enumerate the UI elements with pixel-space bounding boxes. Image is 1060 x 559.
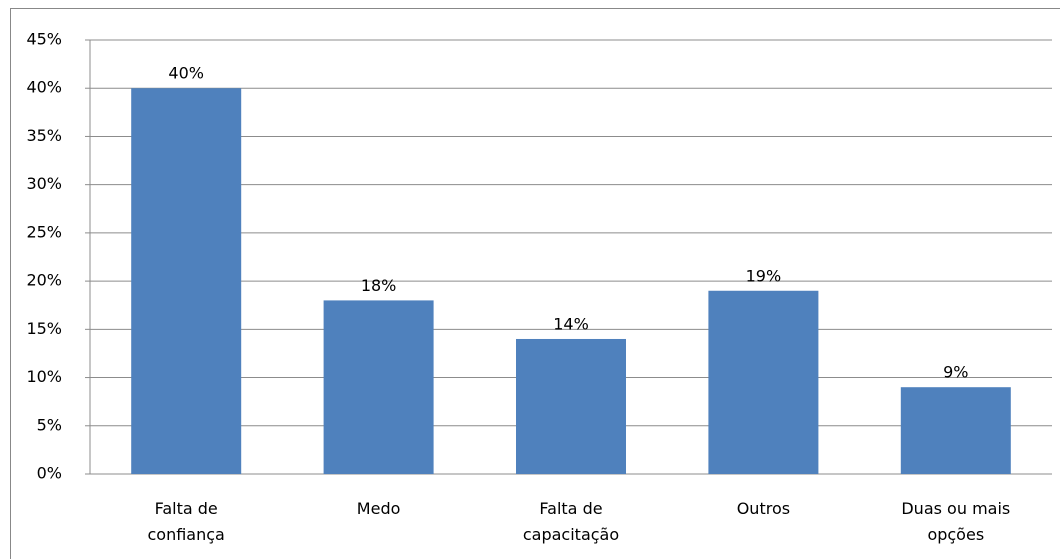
y-tick-label: 35% — [26, 126, 62, 145]
x-tick-label: Outros — [736, 499, 791, 518]
bar — [323, 300, 434, 474]
y-tick-label: 30% — [26, 174, 62, 193]
x-tick-label: Falta de capacitação — [522, 499, 620, 544]
bar — [708, 290, 819, 474]
x-tick-label: Falta de confiança — [147, 499, 225, 544]
y-tick-label: 5% — [37, 415, 62, 434]
data-label: 9% — [943, 363, 968, 382]
y-tick-label: 25% — [26, 222, 62, 241]
y-tick-label: 45% — [26, 30, 62, 49]
x-tick-label: Medo — [356, 499, 401, 518]
data-label: 14% — [553, 314, 589, 333]
data-label: 18% — [361, 276, 397, 295]
y-tick-label: 40% — [26, 78, 62, 97]
y-tick-label: 10% — [26, 367, 62, 386]
data-label: 19% — [746, 266, 782, 285]
bar — [131, 88, 242, 474]
x-tick-label: Duas ou mais opções — [901, 499, 1011, 544]
bar — [516, 338, 626, 474]
y-tick-label: 15% — [26, 319, 62, 338]
y-tick-label: 0% — [37, 464, 62, 483]
bar — [900, 387, 1011, 474]
y-tick-label: 20% — [26, 271, 62, 290]
data-label: 40% — [168, 64, 204, 83]
